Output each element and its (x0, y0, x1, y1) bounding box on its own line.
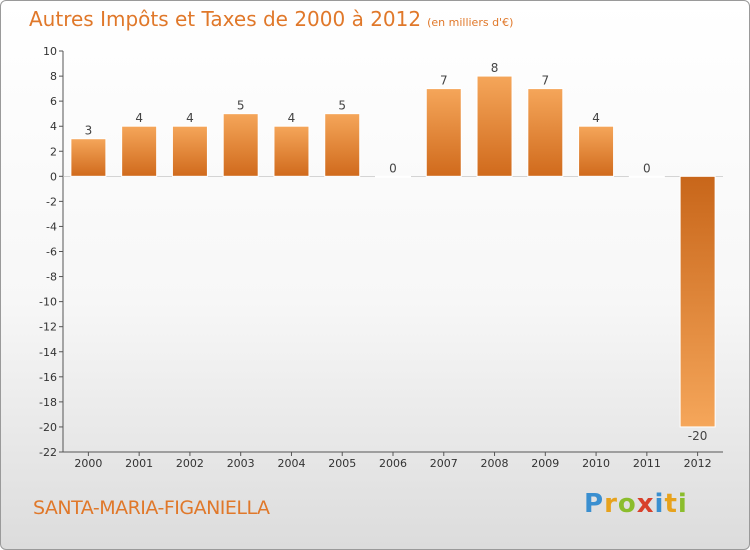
x-tick-label: 2007 (430, 457, 458, 470)
y-tick-label: 6 (50, 95, 57, 108)
data-label: 3 (85, 124, 93, 138)
bar-2012 (679, 175, 716, 428)
logo-letter: i (654, 489, 665, 519)
x-tick-label: 2005 (328, 457, 356, 470)
x-tick-label: 2009 (531, 457, 559, 470)
bar-2002 (171, 125, 208, 177)
chart-axes: 10 8 6 4 2 0 -2 -4 -6 -8 -10 -12 -14 -16 -18 -20 -22 2000… (39, 45, 723, 470)
chart-title-text: Autres Impôts et Taxes de 2000 à 2012 (29, 7, 422, 31)
y-tick-label: -10 (39, 296, 57, 309)
bar-2006 (375, 175, 411, 178)
data-label: -20 (688, 429, 708, 443)
y-tick-label: -14 (39, 346, 57, 359)
chart-unit: (en milliers d'€) (427, 16, 514, 29)
proxiti-logo: Proxiti (584, 489, 688, 519)
bar-2011 (628, 175, 665, 178)
data-label: 4 (186, 111, 194, 125)
y-tick-label: 4 (50, 120, 57, 133)
y-tick-label: -12 (39, 321, 57, 334)
data-label: 5 (338, 99, 346, 113)
logo-letter: i (677, 489, 688, 519)
logo-letter: P (584, 489, 605, 519)
data-label: 0 (389, 161, 397, 175)
bar-2009 (527, 88, 564, 177)
logo-letter: x (636, 489, 655, 519)
x-tick-label: 2004 (277, 457, 305, 470)
data-label: 5 (237, 99, 245, 113)
bar-2000 (70, 138, 107, 177)
chart-title: Autres Impôts et Taxes de 2000 à 2012 (en… (29, 7, 513, 31)
y-tick-label: -16 (39, 371, 57, 384)
logo-letter: t (664, 489, 678, 519)
x-tick-label: 2012 (684, 457, 712, 470)
logo-letter: o (617, 489, 637, 519)
y-tick-label: -6 (46, 246, 57, 259)
y-tick-label: -22 (39, 446, 57, 459)
y-tick-label: -20 (39, 421, 57, 434)
y-tick-label: 0 (50, 170, 57, 183)
bar-2005 (324, 113, 361, 177)
bar-2004 (273, 125, 310, 177)
chart-labels: 3 4 4 5 4 5 0 7 8 7 4 0 -20 (85, 61, 708, 443)
x-tick-label: 2001 (125, 457, 153, 470)
chart-bars (70, 75, 716, 428)
x-tick-label: 2006 (379, 457, 407, 470)
data-label: 7 (440, 74, 448, 88)
data-label: 4 (288, 111, 296, 125)
y-tick-label: -4 (46, 220, 57, 233)
bar-chart: 10 8 6 4 2 0 -2 -4 -6 -8 -10 -12 -14 -16 -18 -20 -22 2000… (39, 45, 723, 470)
y-tick-label: -2 (46, 195, 57, 208)
bar-2010 (578, 125, 615, 177)
y-tick-label: 8 (50, 70, 57, 83)
data-label: 8 (491, 61, 499, 75)
y-tick-label: 2 (50, 145, 57, 158)
bar-2001 (121, 125, 158, 177)
x-tick-label: 2002 (176, 457, 204, 470)
x-tick-label: 2003 (227, 457, 255, 470)
y-tick-label: -18 (39, 396, 57, 409)
data-label: 4 (592, 111, 600, 125)
data-label: 7 (541, 74, 549, 88)
bar-2007 (425, 88, 462, 177)
y-tick-label: 10 (43, 45, 57, 58)
x-tick-label: 2010 (582, 457, 610, 470)
data-label: 0 (643, 161, 651, 175)
x-tick-label: 2000 (74, 457, 102, 470)
y-tick-label: -8 (46, 271, 57, 284)
logo-letter: r (604, 489, 618, 519)
x-tick-label: 2011 (633, 457, 661, 470)
bar-2008 (476, 75, 513, 177)
x-tick-label: 2008 (481, 457, 509, 470)
data-label: 4 (135, 111, 143, 125)
bar-2003 (222, 113, 259, 177)
commune-name: SANTA-MARIA-FIGANIELLA (33, 497, 270, 519)
